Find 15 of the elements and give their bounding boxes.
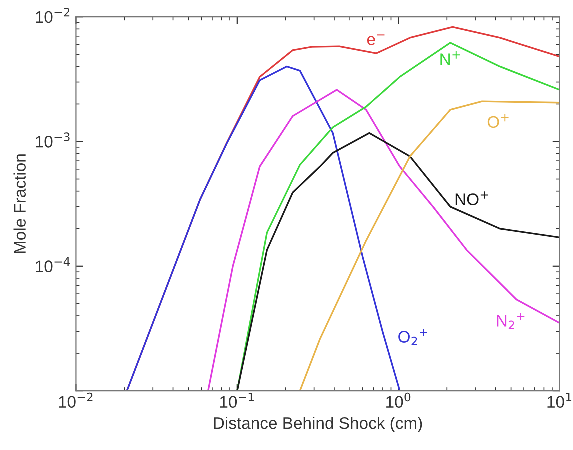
annotation: NO$^{+}$ [456, 192, 488, 206]
y-axis-title: Mole Fraction [14, 154, 26, 254]
x-tick-label: 10$^{1}$ [548, 392, 572, 408]
x-tick-label: 10$^{−1}$ [220, 392, 254, 408]
y-tick-label: 10$^{−3}$ [36, 132, 70, 148]
annotation: N$^{+}$ [440, 52, 460, 66]
annotation: O$_{2}$$^{+}$ [398, 329, 428, 346]
x-axis-title: Distance Behind Shock (cm) [214, 417, 422, 433]
annotation: N$_{2}$$^{+}$ [497, 313, 525, 330]
x-tick-label: 10$^{0}$ [386, 392, 411, 408]
y-tick-label: 10$^{−2}$ [36, 8, 70, 24]
annotation: e$^{−}$ [367, 34, 385, 46]
annotation: O$^{+}$ [488, 114, 509, 128]
x-tick-label: 10$^{−2}$ [59, 392, 93, 408]
y-tick-label: 10$^{−4}$ [36, 257, 70, 272]
